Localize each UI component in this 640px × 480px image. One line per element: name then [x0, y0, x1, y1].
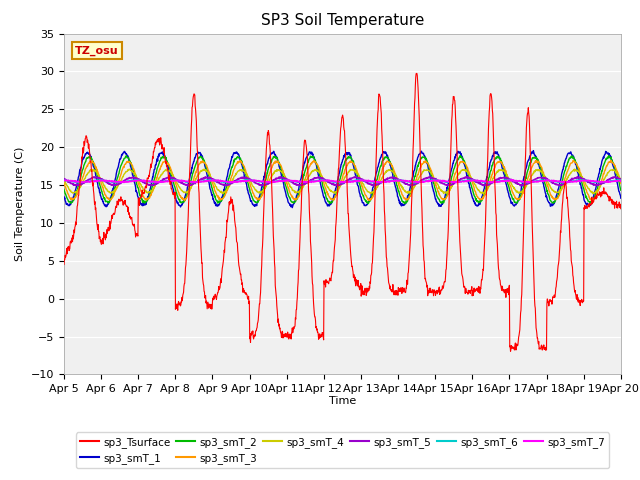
sp3_Tsurface — [507, 348, 515, 354]
sp3_smT_6 — [60, 177, 68, 183]
sp3_Tsurface — [184, 222, 191, 228]
sp3_smT_3 — [181, 198, 189, 204]
sp3_smT_6 — [505, 177, 513, 182]
sp3_smT_4 — [170, 175, 178, 181]
sp3_smT_5 — [463, 174, 470, 180]
sp3_smT_1 — [529, 148, 537, 154]
sp3_Tsurface — [60, 262, 68, 267]
sp3_Tsurface — [170, 192, 178, 198]
sp3_smT_5 — [246, 177, 254, 182]
sp3_smT_2 — [617, 187, 625, 193]
sp3_smT_7 — [60, 178, 68, 183]
sp3_smT_4 — [551, 190, 559, 195]
sp3_smT_3 — [502, 168, 509, 174]
sp3_smT_6 — [552, 179, 559, 184]
Line: sp3_smT_7: sp3_smT_7 — [64, 180, 621, 182]
sp3_smT_6 — [502, 177, 509, 183]
sp3_smT_2 — [170, 183, 178, 189]
sp3_smT_3 — [170, 176, 178, 181]
sp3_smT_1 — [502, 180, 509, 186]
sp3_smT_3 — [551, 195, 559, 201]
Legend: sp3_Tsurface, sp3_smT_1, sp3_smT_2, sp3_smT_3, sp3_smT_4, sp3_smT_5, sp3_smT_6, : sp3_Tsurface, sp3_smT_1, sp3_smT_2, sp3_… — [76, 432, 609, 468]
sp3_smT_1 — [170, 192, 178, 197]
sp3_smT_5 — [184, 183, 192, 189]
sp3_smT_6 — [412, 180, 419, 186]
sp3_Tsurface — [502, 294, 509, 300]
sp3_smT_7 — [552, 178, 559, 184]
sp3_smT_4 — [246, 178, 254, 183]
sp3_smT_4 — [502, 170, 509, 176]
sp3_Tsurface — [552, 289, 559, 295]
Line: sp3_smT_1: sp3_smT_1 — [64, 151, 621, 208]
sp3_smT_2 — [60, 187, 68, 192]
sp3_smT_6 — [170, 177, 178, 183]
Line: sp3_Tsurface: sp3_Tsurface — [64, 73, 621, 351]
sp3_smT_7 — [184, 179, 191, 184]
sp3_smT_6 — [184, 180, 191, 185]
Title: SP3 Soil Temperature: SP3 Soil Temperature — [260, 13, 424, 28]
sp3_smT_7 — [429, 178, 436, 183]
sp3_smT_1 — [184, 183, 191, 189]
sp3_smT_1 — [429, 187, 437, 192]
sp3_smT_4 — [184, 190, 191, 195]
sp3_smT_7 — [246, 178, 254, 183]
sp3_Tsurface — [413, 71, 420, 76]
sp3_smT_2 — [551, 199, 559, 204]
sp3_smT_1 — [617, 195, 625, 201]
Line: sp3_smT_3: sp3_smT_3 — [64, 160, 621, 201]
sp3_smT_6 — [246, 177, 254, 183]
sp3_smT_7 — [543, 177, 551, 183]
X-axis label: Time: Time — [329, 396, 356, 406]
sp3_smT_5 — [170, 176, 178, 181]
sp3_smT_4 — [570, 166, 578, 172]
sp3_Tsurface — [429, 288, 437, 293]
Line: sp3_smT_4: sp3_smT_4 — [64, 169, 621, 194]
sp3_smT_3 — [429, 173, 437, 179]
sp3_smT_7 — [524, 180, 531, 185]
sp3_smT_1 — [60, 194, 68, 200]
sp3_smT_6 — [617, 178, 625, 183]
sp3_smT_4 — [429, 173, 436, 179]
sp3_smT_2 — [184, 190, 191, 196]
Line: sp3_smT_5: sp3_smT_5 — [64, 177, 621, 186]
sp3_smT_2 — [502, 173, 509, 179]
sp3_smT_3 — [246, 183, 254, 189]
sp3_smT_5 — [429, 175, 437, 181]
sp3_smT_2 — [246, 189, 254, 195]
sp3_smT_1 — [552, 197, 559, 203]
sp3_smT_3 — [617, 180, 625, 186]
sp3_smT_5 — [502, 175, 510, 180]
sp3_smT_4 — [617, 178, 625, 183]
Text: TZ_osu: TZ_osu — [75, 46, 119, 56]
sp3_smT_5 — [60, 176, 68, 182]
sp3_smT_7 — [502, 178, 509, 183]
sp3_smT_4 — [60, 177, 68, 183]
sp3_smT_2 — [588, 201, 596, 207]
sp3_smT_2 — [456, 153, 464, 158]
sp3_smT_2 — [429, 178, 436, 183]
sp3_smT_5 — [552, 181, 559, 187]
sp3_Tsurface — [246, 334, 254, 340]
Line: sp3_smT_6: sp3_smT_6 — [64, 180, 621, 183]
Line: sp3_smT_2: sp3_smT_2 — [64, 156, 621, 204]
sp3_smT_1 — [246, 195, 254, 201]
sp3_smT_4 — [479, 191, 487, 197]
sp3_smT_7 — [170, 178, 178, 184]
sp3_smT_5 — [184, 182, 191, 188]
sp3_Tsurface — [617, 206, 625, 212]
sp3_smT_7 — [617, 178, 625, 184]
Y-axis label: Soil Temperature (C): Soil Temperature (C) — [15, 147, 26, 261]
sp3_smT_6 — [429, 177, 437, 183]
sp3_smT_3 — [184, 192, 192, 198]
sp3_smT_3 — [60, 180, 68, 185]
sp3_smT_3 — [570, 157, 577, 163]
sp3_smT_1 — [289, 205, 296, 211]
sp3_smT_5 — [617, 177, 625, 182]
